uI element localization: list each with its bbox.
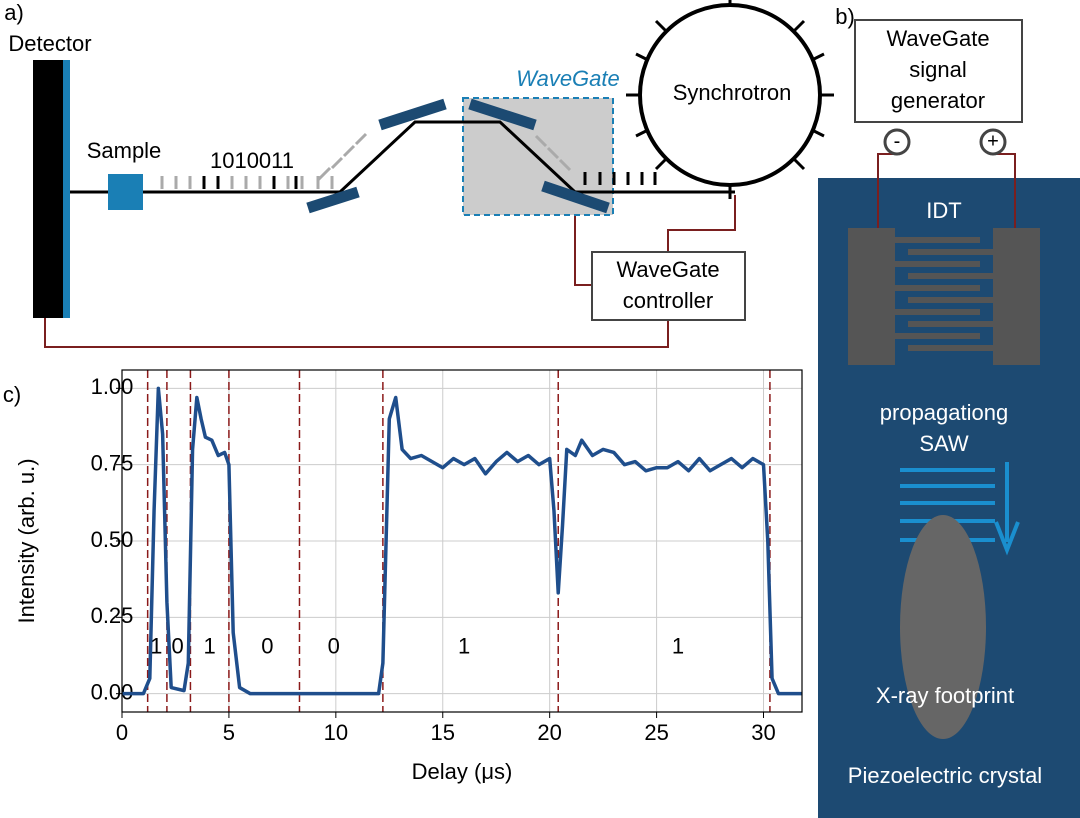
panel-label: b) xyxy=(835,4,855,29)
panel-label: a) xyxy=(4,0,24,25)
label: WaveGate xyxy=(516,66,620,91)
data-line xyxy=(122,386,802,696)
label: signal xyxy=(909,57,966,82)
idt-pad xyxy=(993,228,1040,365)
controller-box xyxy=(591,251,746,321)
terminal xyxy=(883,128,911,156)
bit-label: 1 xyxy=(150,634,162,659)
bit-ticks xyxy=(160,132,657,189)
label: - xyxy=(894,130,901,152)
label: 1010011 xyxy=(210,148,294,173)
detector-face xyxy=(63,60,70,318)
label: Sample xyxy=(87,138,162,163)
wire xyxy=(993,153,1016,230)
beam xyxy=(70,120,735,194)
y-tick-label: 1.00 xyxy=(91,374,134,399)
x-tick-label: 20 xyxy=(537,720,561,745)
mirrors xyxy=(306,98,610,214)
footprint xyxy=(900,515,986,739)
x-tick-label: 25 xyxy=(644,720,668,745)
panel-b xyxy=(818,19,1080,818)
bit-label: 0 xyxy=(328,634,340,659)
label: generator xyxy=(891,88,985,113)
detector xyxy=(33,60,63,318)
idt-fingers xyxy=(895,237,993,351)
idt-pad xyxy=(848,228,895,365)
label: + xyxy=(987,130,999,152)
sample xyxy=(108,174,143,210)
label: Detector xyxy=(8,31,91,56)
generator-box xyxy=(854,19,1023,123)
label: SAW xyxy=(919,431,969,456)
y-tick-label: 0.50 xyxy=(91,527,134,552)
panel-label: c) xyxy=(3,382,21,407)
y-tick-label: 0.25 xyxy=(91,603,134,628)
bit-label: 0 xyxy=(171,634,183,659)
x-tick-label: 10 xyxy=(324,720,348,745)
plot-frame xyxy=(121,369,803,713)
label: IDT xyxy=(926,198,961,223)
saw-fronts xyxy=(900,468,995,542)
bit-label: 0 xyxy=(261,634,273,659)
x-tick-label: 15 xyxy=(431,720,455,745)
x-tick-label: 5 xyxy=(223,720,235,745)
bit-label: 1 xyxy=(458,634,470,659)
x-tick-label: 30 xyxy=(751,720,775,745)
wire xyxy=(877,153,897,230)
label: Synchrotron xyxy=(673,80,792,105)
x-axis-label: Delay (μs) xyxy=(412,759,513,784)
wire xyxy=(667,195,736,252)
plot: 0 5 10 15 20 25 300.000.250.500.751.001 0 1 0 0 1 1 xyxy=(91,369,803,745)
label: controller xyxy=(623,288,713,313)
label: Piezoelectric crystal xyxy=(848,763,1042,788)
arrow xyxy=(994,462,1020,556)
bit-label: 1 xyxy=(204,634,216,659)
wire xyxy=(44,318,669,348)
panel-a xyxy=(33,0,834,348)
label: WaveGate xyxy=(616,257,719,282)
wire xyxy=(574,205,592,286)
x-tick-label: 0 xyxy=(116,720,128,745)
terminal xyxy=(979,128,1007,156)
label: X-ray footprint xyxy=(876,683,1014,708)
label: WaveGate xyxy=(886,26,989,51)
synchrotron-ticks xyxy=(626,0,834,199)
y-tick-label: 0.75 xyxy=(91,450,134,475)
y-axis-label: Intensity (arb. u.) xyxy=(14,458,39,623)
bit-label: 1 xyxy=(672,634,684,659)
label: propagationg xyxy=(880,400,1008,425)
